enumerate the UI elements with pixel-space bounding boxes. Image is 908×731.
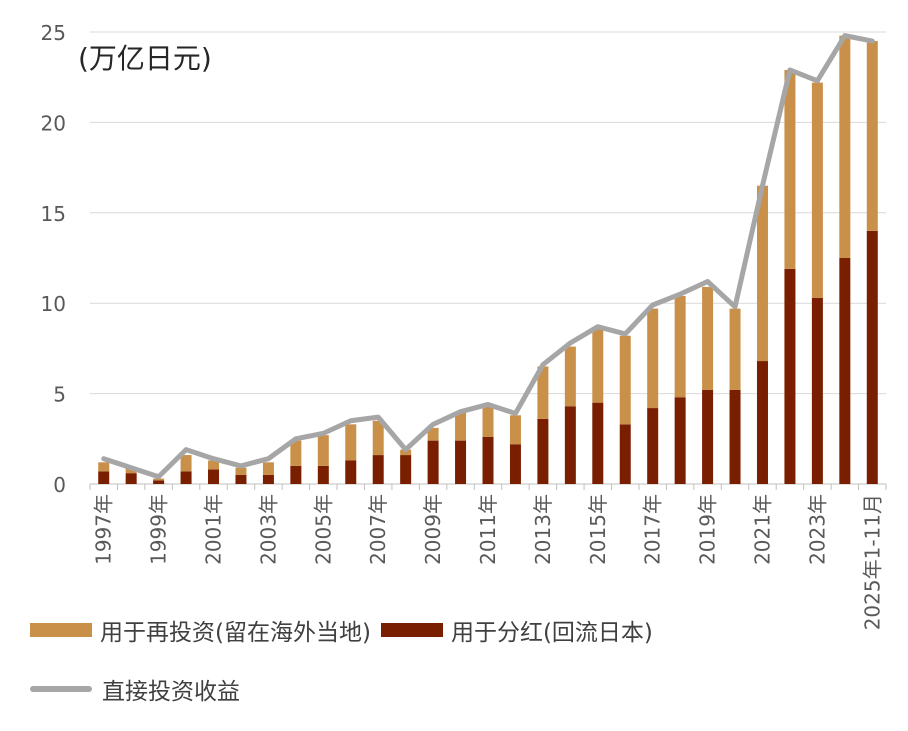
bar-segment [235, 467, 247, 475]
bar-segment [784, 268, 796, 484]
bar-segment [427, 440, 439, 484]
bar-segment [729, 389, 741, 484]
bar-segment [372, 420, 384, 456]
y-tick-label: 0 [53, 473, 66, 497]
bar-segment [811, 297, 823, 484]
y-tick-label: 10 [41, 292, 66, 316]
bar-segment [482, 406, 494, 437]
bar-segment [537, 366, 549, 419]
legend-label-dividend: 用于分红(回流日本) [450, 620, 653, 646]
series-line [101, 33, 875, 480]
x-tick-label: 2021年 [750, 494, 774, 565]
x-tick-label: 1997年 [92, 494, 116, 565]
bar-segment [509, 415, 521, 445]
bar-segment [811, 82, 823, 298]
bar-segment [839, 35, 851, 259]
bar-segment [702, 389, 714, 484]
bar-segment [702, 286, 714, 390]
bar-segment [866, 230, 878, 484]
bar-segment [262, 462, 274, 475]
bar-segment [345, 424, 357, 461]
x-tick-label: 2005年 [311, 494, 335, 565]
x-tick-label: 2011年 [476, 494, 500, 565]
legend-swatch-reinvest [30, 623, 92, 637]
legend-label-income: 直接投资收益 [102, 679, 240, 705]
bar-segment [455, 440, 467, 484]
y-tick-label: 20 [41, 111, 66, 135]
y-tick-label: 25 [41, 21, 66, 45]
x-tick-label: 2017年 [641, 494, 665, 565]
legend-row-bars: 用于再投资(留在海外当地) 用于分红(回流日本) [30, 613, 653, 647]
y-tick-label: 5 [53, 383, 66, 407]
bar-segment [400, 449, 412, 456]
bar-segment [455, 411, 467, 441]
bar-segment [235, 474, 247, 484]
bar-segment [262, 474, 274, 484]
bars [98, 35, 878, 484]
bar-segment [592, 402, 604, 484]
bar-segment [647, 408, 659, 484]
bar-segment [784, 69, 796, 269]
bar-segment [290, 440, 302, 466]
bar-segment [619, 335, 631, 425]
bar-segment [866, 41, 878, 231]
bar-segment [564, 346, 576, 407]
bar-segment [647, 308, 659, 409]
bar-segment [729, 308, 741, 390]
x-tick-label: 2003年 [256, 494, 280, 565]
bar-segment [564, 406, 576, 484]
legend-swatch-income [30, 686, 92, 692]
bar-segment [180, 471, 192, 484]
bar-segment [208, 460, 220, 470]
bar-segment [619, 424, 631, 484]
bar-segment [427, 427, 439, 441]
bar-segment [98, 471, 110, 484]
bar-segment [290, 465, 302, 484]
bar-segment [180, 455, 192, 472]
x-axis: 1997年 1999年 2001年 2003年 2005年 2007年 2009年 2011年… [89, 484, 887, 630]
legend-label-reinvest: 用于再投资(留在海外当地) [100, 620, 371, 646]
bar-segment [98, 462, 110, 472]
bar-segment [400, 455, 412, 484]
x-tick-label: 1999年 [147, 494, 171, 565]
unit-label: (万亿日元) [78, 42, 212, 75]
legend-row-line: 直接投资收益 [30, 672, 240, 706]
bar-segment [674, 295, 686, 398]
bar-segment [153, 480, 165, 484]
bar-segment [125, 473, 137, 484]
x-tick-label: 2019年 [696, 494, 720, 565]
bar-segment [153, 478, 165, 481]
x-tick-label: 2015年 [586, 494, 610, 565]
legend-swatch-dividend [380, 623, 443, 637]
bar-segment [509, 444, 521, 484]
y-axis: 0 5 10 15 20 25 [41, 21, 66, 497]
income-line [101, 33, 875, 480]
bar-segment [345, 460, 357, 484]
bar-segment [839, 258, 851, 484]
bar-segment [756, 185, 768, 362]
x-tick-label: 2009年 [421, 494, 445, 565]
bar-segment [317, 435, 329, 466]
bar-segment [482, 436, 494, 484]
x-tick-label: 2025年1-11月 [860, 494, 884, 630]
bar-segment [537, 418, 549, 484]
bar-segment [592, 328, 604, 403]
bar-segment [317, 465, 329, 484]
x-tick-label: 2023年 [805, 494, 829, 565]
gridlines [90, 31, 886, 485]
bar-segment [125, 467, 137, 474]
y-tick-label: 15 [41, 202, 66, 226]
bar-segment [674, 397, 686, 484]
bar-segment [756, 361, 768, 484]
x-tick-label: 2007年 [366, 494, 390, 565]
bar-segment [372, 455, 384, 484]
x-tick-label: 2013年 [531, 494, 555, 565]
x-tick-label: 2001年 [202, 494, 226, 565]
bar-segment [208, 469, 220, 484]
